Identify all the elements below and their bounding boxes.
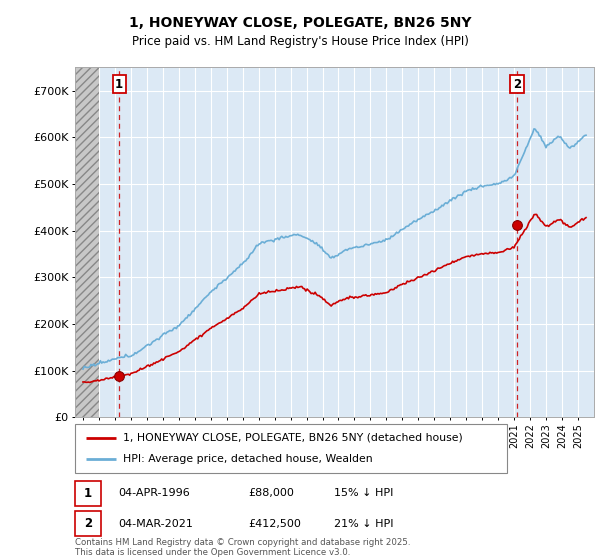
Text: 2: 2 [84, 517, 92, 530]
FancyBboxPatch shape [75, 424, 507, 473]
Text: Contains HM Land Registry data © Crown copyright and database right 2025.
This d: Contains HM Land Registry data © Crown c… [75, 538, 410, 557]
FancyBboxPatch shape [75, 480, 101, 506]
Bar [75, 67, 99, 417]
Text: 04-MAR-2021: 04-MAR-2021 [118, 519, 193, 529]
Text: Price paid vs. HM Land Registry's House Price Index (HPI): Price paid vs. HM Land Registry's House … [131, 35, 469, 48]
Text: 1: 1 [84, 487, 92, 500]
Text: 2: 2 [513, 78, 521, 91]
Text: 1: 1 [115, 78, 123, 91]
Text: £412,500: £412,500 [248, 519, 301, 529]
Text: £88,000: £88,000 [248, 488, 293, 498]
Text: 1, HONEYWAY CLOSE, POLEGATE, BN26 5NY (detached house): 1, HONEYWAY CLOSE, POLEGATE, BN26 5NY (d… [122, 433, 462, 443]
Text: HPI: Average price, detached house, Wealden: HPI: Average price, detached house, Weal… [122, 454, 372, 464]
Text: 04-APR-1996: 04-APR-1996 [118, 488, 190, 498]
Text: 15% ↓ HPI: 15% ↓ HPI [334, 488, 394, 498]
Text: 21% ↓ HPI: 21% ↓ HPI [334, 519, 394, 529]
FancyBboxPatch shape [75, 511, 101, 536]
Text: 1, HONEYWAY CLOSE, POLEGATE, BN26 5NY: 1, HONEYWAY CLOSE, POLEGATE, BN26 5NY [129, 16, 471, 30]
